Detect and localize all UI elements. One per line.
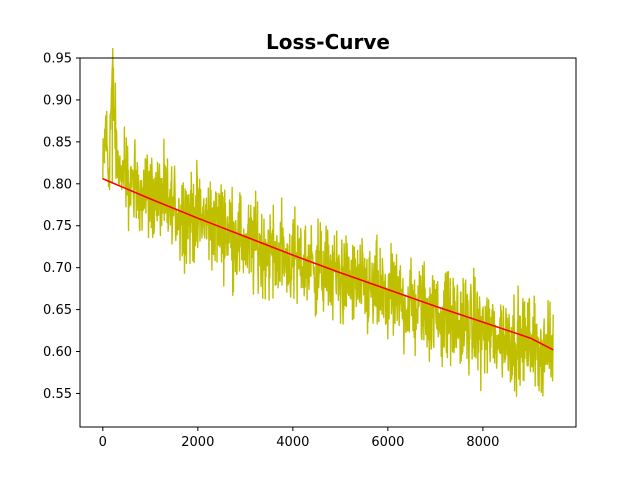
y-tick-label: 0.65 xyxy=(43,303,72,318)
y-tick-label: 0.55 xyxy=(43,387,72,402)
x-tick-label: 2000 xyxy=(181,435,214,450)
chart-title: Loss-Curve xyxy=(266,30,390,54)
x-tick-label: 0 xyxy=(99,435,107,450)
x-tick-label: 8000 xyxy=(466,435,499,450)
plot-frame xyxy=(79,57,577,428)
y-tick-label: 0.70 xyxy=(43,261,72,276)
x-tick-label: 4000 xyxy=(276,435,309,450)
y-tick-label: 0.90 xyxy=(43,93,72,108)
y-tick-label: 0.95 xyxy=(43,52,72,67)
x-tick-label: 6000 xyxy=(371,435,404,450)
trend-line xyxy=(102,178,554,351)
axes: 0 2000 4000 6000 8000 0.55 0.60 0.65 0.70 0.75 0.8… xyxy=(43,52,499,451)
plot-area xyxy=(102,47,554,397)
y-tick-label: 0.80 xyxy=(43,177,72,192)
y-tick-label: 0.60 xyxy=(43,345,72,360)
loss-series-line xyxy=(102,47,554,397)
y-tick-label: 0.85 xyxy=(43,135,72,150)
y-tick-label: 0.75 xyxy=(43,219,72,234)
